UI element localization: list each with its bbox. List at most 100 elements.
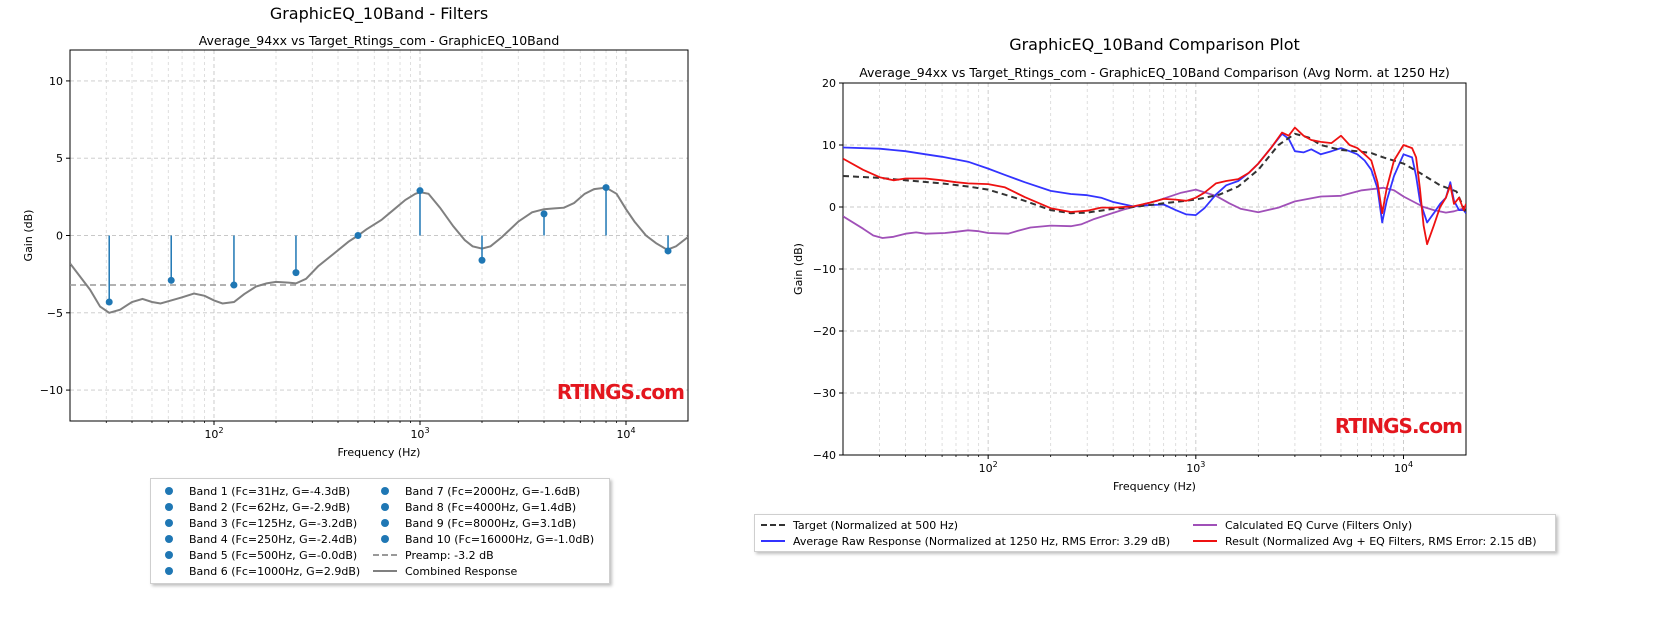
legend-label: Calculated EQ Curve (Filters Only) bbox=[1225, 518, 1413, 532]
y-tick-label: 5 bbox=[56, 152, 63, 165]
y-tick-label: −10 bbox=[40, 384, 63, 397]
legend-label: Band 6 (Fc=1000Hz, G=2.9dB) bbox=[189, 564, 361, 578]
x-tick-label: 104 bbox=[1394, 460, 1413, 475]
grid bbox=[843, 82, 1466, 456]
band-6-marker bbox=[416, 187, 424, 195]
comparison-legend: Target (Normalized at 500 Hz) Average Raw… bbox=[754, 514, 1556, 552]
filters-figure: GraphicEQ_10Band - Filters Average_94xx v… bbox=[0, 0, 760, 630]
legend-swatch bbox=[155, 518, 183, 528]
x-tick-label: 103 bbox=[1186, 460, 1205, 475]
legend-swatch bbox=[759, 520, 787, 530]
legend-label: Target (Normalized at 500 Hz) bbox=[793, 518, 959, 532]
y-axis-label: Gain (dB) bbox=[22, 210, 35, 262]
band-1-marker bbox=[105, 298, 113, 306]
legend-band-8: Band 8 (Fc=4000Hz, G=1.4dB) bbox=[371, 499, 576, 515]
grid bbox=[70, 50, 688, 421]
legend-series-1: Target (Normalized at 500 Hz) bbox=[759, 517, 958, 533]
legend-swatch bbox=[371, 534, 399, 544]
legend-label: Band 2 (Fc=62Hz, G=-2.9dB) bbox=[189, 500, 351, 514]
comparison-chart: GraphicEQ_10Band Comparison Plot Average_… bbox=[792, 35, 1467, 493]
y-tick-label: −20 bbox=[813, 325, 836, 338]
comparison-figure: GraphicEQ_10Band Comparison Plot Average_… bbox=[754, 0, 1656, 630]
band-8-marker bbox=[540, 210, 548, 218]
legend-label: Band 9 (Fc=8000Hz, G=3.1dB) bbox=[405, 516, 577, 530]
filters-legend: Band 1 (Fc=31Hz, G=-4.3dB) Band 2 (Fc=62H… bbox=[150, 478, 610, 584]
legend-swatch bbox=[155, 550, 183, 560]
legend-swatch bbox=[155, 534, 183, 544]
y-tick-label: −40 bbox=[813, 449, 836, 462]
legend-swatch bbox=[371, 518, 399, 528]
band-5-marker bbox=[354, 232, 362, 239]
legend-band-5: Band 5 (Fc=500Hz, G=-0.0dB) bbox=[155, 547, 357, 563]
legend-band-3: Band 3 (Fc=125Hz, G=-3.2dB) bbox=[155, 515, 357, 531]
legend-band-6: Band 6 (Fc=1000Hz, G=2.9dB) bbox=[155, 563, 360, 579]
y-tick-label: −5 bbox=[47, 307, 63, 320]
x-tick-label: 102 bbox=[204, 426, 223, 441]
figure-suptitle: GraphicEQ_10Band - Filters bbox=[270, 4, 488, 24]
band-3-marker bbox=[230, 281, 238, 289]
legend-label: Average Raw Response (Normalized at 1250… bbox=[793, 534, 1171, 548]
plot-area bbox=[843, 126, 1466, 246]
legend-swatch bbox=[1191, 520, 1219, 530]
legend-series-2: Average Raw Response (Normalized at 1250… bbox=[759, 533, 1170, 549]
legend-label: Combined Response bbox=[405, 564, 518, 578]
legend-series-3: Calculated EQ Curve (Filters Only) bbox=[1191, 517, 1412, 533]
band-9-marker bbox=[602, 184, 610, 192]
x-tick-label: 103 bbox=[410, 426, 429, 441]
y-tick-label: 0 bbox=[829, 201, 836, 214]
legend-label: Preamp: -3.2 dB bbox=[405, 548, 494, 562]
legend-band-2: Band 2 (Fc=62Hz, G=-2.9dB) bbox=[155, 499, 350, 515]
legend-swatch bbox=[1191, 536, 1219, 546]
legend-label: Band 5 (Fc=500Hz, G=-0.0dB) bbox=[189, 548, 358, 562]
legend-series-4: Result (Normalized Avg + EQ Filters, RMS… bbox=[1191, 533, 1537, 549]
y-axis-label: Gain (dB) bbox=[792, 243, 805, 295]
rtings-watermark: RTINGS.com bbox=[557, 380, 684, 404]
legend-combined-response: Combined Response bbox=[371, 563, 517, 579]
figure-suptitle: GraphicEQ_10Band Comparison Plot bbox=[1009, 35, 1300, 55]
band-7-marker bbox=[478, 256, 486, 264]
legend-swatch bbox=[371, 566, 399, 576]
legend-band-4: Band 4 (Fc=250Hz, G=-2.4dB) bbox=[155, 531, 357, 547]
legend-label: Band 3 (Fc=125Hz, G=-3.2dB) bbox=[189, 516, 358, 530]
legend-label: Band 4 (Fc=250Hz, G=-2.4dB) bbox=[189, 532, 358, 546]
band-2-marker bbox=[167, 276, 175, 284]
legend-label: Band 8 (Fc=4000Hz, G=1.4dB) bbox=[405, 500, 577, 514]
y-tick-label: 10 bbox=[822, 139, 836, 152]
legend-band-10: Band 10 (Fc=16000Hz, G=-1.0dB) bbox=[371, 531, 594, 547]
legend-label: Band 1 (Fc=31Hz, G=-4.3dB) bbox=[189, 484, 351, 498]
series-4-line bbox=[843, 126, 1466, 246]
y-tick-label: 0 bbox=[56, 230, 63, 243]
x-tick-label: 102 bbox=[979, 460, 998, 475]
legend-swatch bbox=[155, 502, 183, 512]
legend-label: Band 7 (Fc=2000Hz, G=-1.6dB) bbox=[405, 484, 581, 498]
legend-band-9: Band 9 (Fc=8000Hz, G=3.1dB) bbox=[371, 515, 576, 531]
x-tick-label: 104 bbox=[616, 426, 635, 441]
x-axis-label: Frequency (Hz) bbox=[1113, 480, 1196, 493]
combined-response-line bbox=[70, 186, 688, 314]
legend-label: Result (Normalized Avg + EQ Filters, RMS… bbox=[1225, 534, 1537, 548]
y-tick-label: 10 bbox=[49, 75, 63, 88]
band-10-marker bbox=[664, 247, 672, 255]
y-tick-label: −10 bbox=[813, 263, 836, 276]
chart-title: Average_94xx vs Target_Rtings_com - Grap… bbox=[199, 33, 560, 48]
legend-preamp: Preamp: -3.2 dB bbox=[371, 547, 494, 563]
legend-band-1: Band 1 (Fc=31Hz, G=-4.3dB) bbox=[155, 483, 350, 499]
series-2-line bbox=[843, 132, 1466, 224]
rtings-watermark: RTINGS.com bbox=[1335, 414, 1462, 438]
legend-label: Band 10 (Fc=16000Hz, G=-1.0dB) bbox=[405, 532, 595, 546]
legend-swatch bbox=[371, 550, 399, 560]
legend-swatch bbox=[371, 502, 399, 512]
legend-swatch bbox=[759, 536, 787, 546]
legend-band-7: Band 7 (Fc=2000Hz, G=-1.6dB) bbox=[371, 483, 580, 499]
legend-swatch bbox=[155, 566, 183, 576]
legend-swatch bbox=[155, 486, 183, 496]
series-1-line bbox=[843, 132, 1466, 215]
legend-swatch bbox=[371, 486, 399, 496]
chart-title: Average_94xx vs Target_Rtings_com - Grap… bbox=[859, 65, 1450, 80]
plot-area bbox=[70, 184, 688, 314]
y-tick-label: −30 bbox=[813, 387, 836, 400]
x-axis-label: Frequency (Hz) bbox=[338, 446, 421, 459]
y-tick-label: 20 bbox=[822, 77, 836, 90]
series-3-line bbox=[843, 186, 1466, 239]
band-4-marker bbox=[292, 269, 300, 277]
